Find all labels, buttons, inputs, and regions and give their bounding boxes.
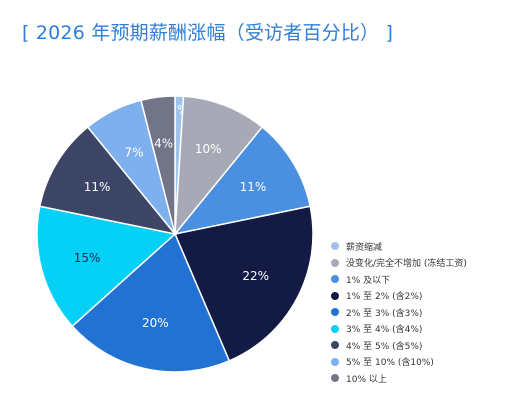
legend-swatch bbox=[331, 357, 339, 366]
legend-label: 没变化/完全不增加 (冻结工资) bbox=[346, 259, 467, 270]
legend-swatch bbox=[331, 374, 339, 383]
legend-item-2: 1% 及以下 bbox=[331, 271, 467, 288]
legend-label: 10% 以上 bbox=[346, 374, 387, 385]
slice-value-label-1: 10% bbox=[195, 142, 222, 156]
legend-swatch bbox=[331, 242, 339, 251]
slice-value-label-6: 11% bbox=[84, 180, 111, 194]
legend-label: 5% 至 10% (含10%) bbox=[346, 358, 434, 369]
legend-item-7: 5% 至 10% (含10%) bbox=[331, 354, 467, 371]
slice-value-label-2: 11% bbox=[240, 180, 267, 194]
legend-item-6: 4% 至 5% (含5%) bbox=[331, 337, 467, 354]
legend-item-5: 3% 至 4% (含4%) bbox=[331, 321, 467, 338]
chart-title: [ 2026 年预期薪酬涨幅（受访者百分比） ] bbox=[22, 22, 394, 44]
legend-swatch bbox=[331, 324, 339, 333]
legend-swatch bbox=[331, 308, 339, 317]
legend-label: 2% 至 3% (含3%) bbox=[346, 308, 423, 319]
legend-label: 1% 至 2% (含2%) bbox=[346, 292, 423, 303]
chart-legend: 薪资缩减没变化/完全不增加 (冻结工资) 1% 及以下 1% 至 2% (含2%) 2… bbox=[331, 238, 467, 387]
slice-value-label-5: 15% bbox=[74, 251, 101, 265]
pie-slice-4 bbox=[71, 232, 231, 373]
legend-item-1: 没变化/完全不增加 (冻结工资) bbox=[331, 255, 467, 272]
pie-slice-5 bbox=[36, 205, 177, 328]
legend-label: 1% 及以下 bbox=[346, 275, 391, 286]
legend-swatch bbox=[331, 341, 339, 350]
legend-item-4: 2% 至 3% (含3%) bbox=[331, 304, 467, 321]
slice-value-label-4: 20% bbox=[142, 316, 169, 330]
legend-label: 3% 至 4% (含4%) bbox=[346, 325, 423, 336]
pie-slice-1 bbox=[174, 95, 264, 237]
legend-item-3: 1% 至 2% (含2%) bbox=[331, 288, 467, 305]
pie-slice-3 bbox=[173, 205, 314, 362]
legend-label: 4% 至 5% (含5%) bbox=[346, 341, 423, 352]
pie-slice-2 bbox=[173, 126, 312, 236]
pie-slice-6 bbox=[38, 126, 177, 236]
legend-item-8: 10% 以上 bbox=[331, 370, 467, 387]
slice-value-label-3: 22% bbox=[242, 269, 269, 283]
legend-item-0: 薪资缩减 bbox=[331, 238, 467, 255]
slice-value-label-8: 4% bbox=[154, 137, 173, 151]
legend-label: 薪资缩减 bbox=[346, 242, 383, 253]
legend-swatch bbox=[331, 275, 339, 284]
pie-slice-8 bbox=[140, 95, 176, 235]
legend-swatch bbox=[331, 258, 339, 267]
slice-value-label-7: 7% bbox=[124, 146, 143, 160]
legend-swatch bbox=[331, 291, 339, 300]
